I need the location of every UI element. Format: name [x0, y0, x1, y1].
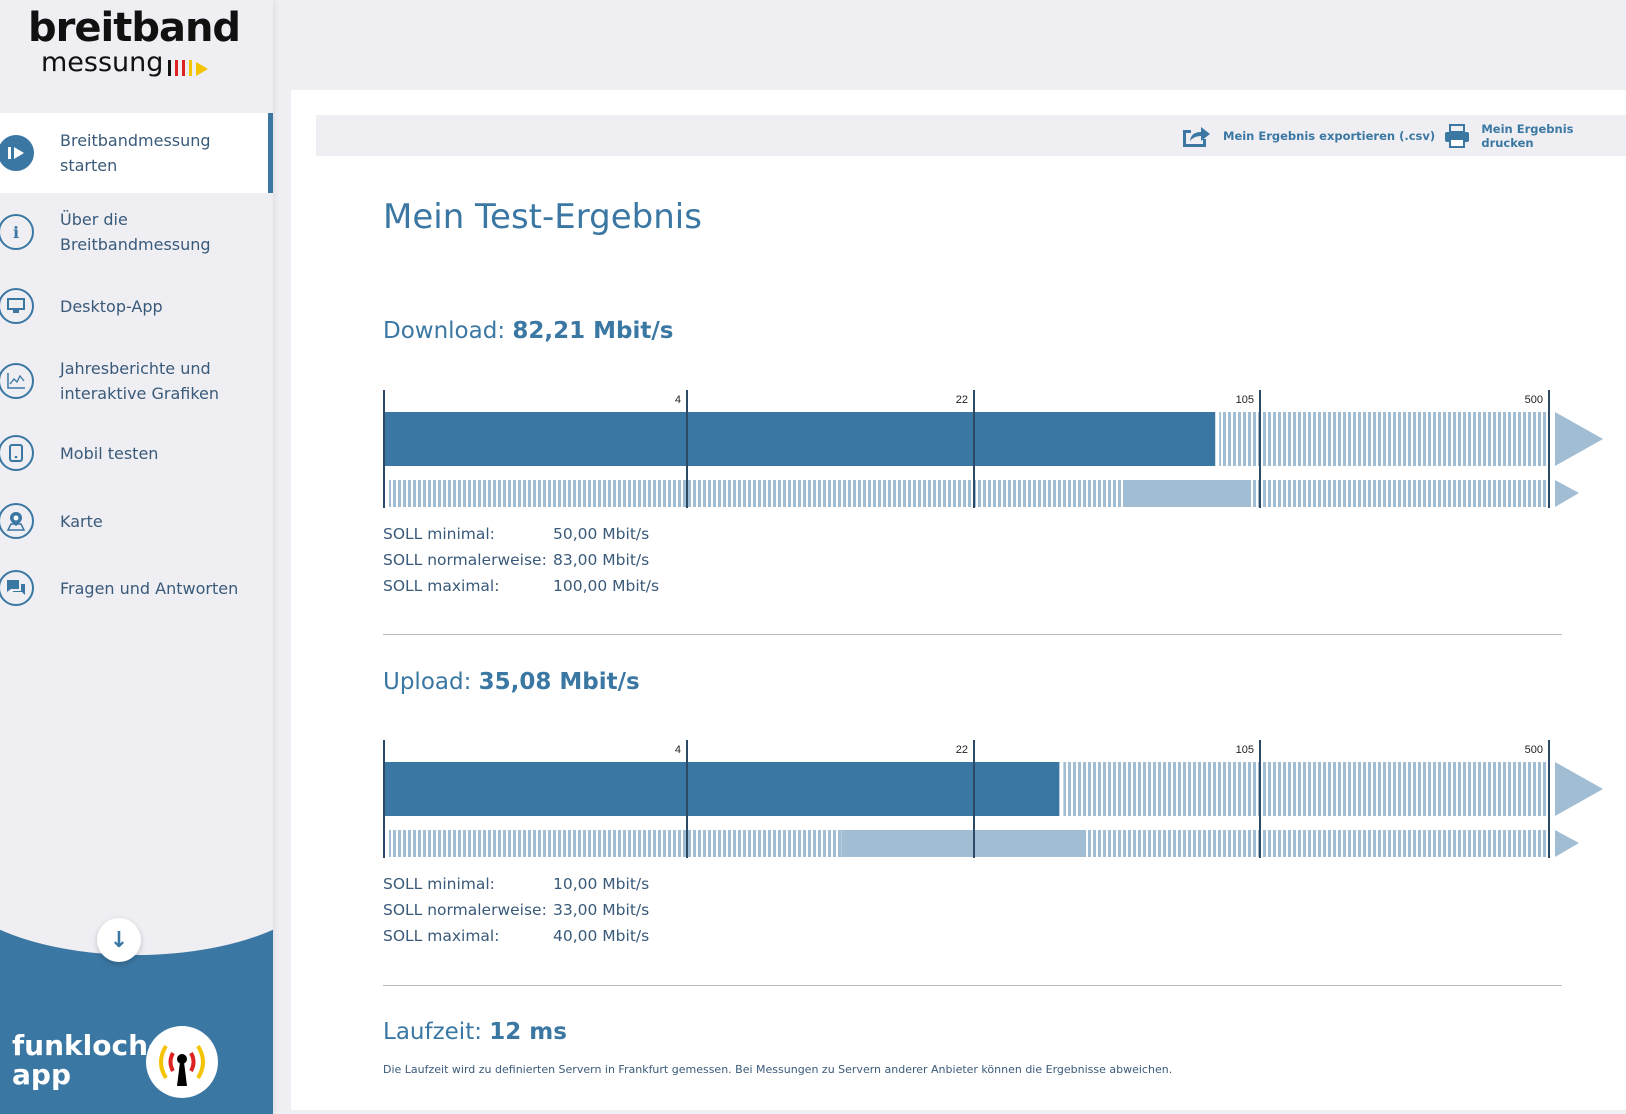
logo-text-line1: breitband [28, 5, 241, 51]
export-csv-button[interactable]: Mein Ergebnis exportieren (.csv) [1181, 115, 1435, 156]
sidebar-item-label: Über die Breitbandmessung [60, 210, 211, 254]
soll-normal-value: 33,00 Mbit/s [553, 901, 650, 919]
upload-soll-table: SOLL minimal: 10,00 Mbit/s SOLL normalerw… [383, 871, 649, 949]
sidebar-item-start[interactable]: Breitbandmessung starten [0, 113, 273, 193]
sidebar-item-about[interactable]: i Über die Breitbandmessung [0, 195, 273, 269]
divider [383, 634, 1562, 635]
measured-value-bar [383, 762, 1060, 816]
play-icon [0, 135, 34, 171]
tick-line [1548, 740, 1550, 858]
soll-max-label: SOLL maximal: [383, 577, 500, 595]
soll-range-bar [841, 830, 1084, 857]
sidebar-item-label: Breitbandmessung starten [60, 131, 211, 175]
share-export-icon [1183, 126, 1210, 147]
soll-normal-value: 83,00 Mbit/s [553, 551, 650, 569]
soll-min-value: 10,00 Mbit/s [553, 875, 650, 893]
print-button[interactable]: Mein Ergebnis drucken [1444, 115, 1626, 156]
sidebar-item-label: Mobil testen [60, 443, 159, 463]
download-soll-table: SOLL minimal: 50,00 Mbit/s SOLL normalerw… [383, 521, 659, 599]
chart-icon [0, 363, 34, 399]
latency-value: 12 ms [489, 1019, 567, 1045]
sidebar-item-label: Jahresberichte und interaktive Grafiken [60, 359, 220, 403]
tick-label: 22 [956, 394, 968, 406]
scale-arrow-small [1555, 830, 1579, 857]
tick-label: 500 [1525, 394, 1543, 406]
tick-line [973, 740, 975, 858]
soll-max-label: SOLL maximal: [383, 927, 500, 945]
page-title: Mein Test-Ergebnis [383, 197, 702, 237]
scale-arrow-large [1555, 412, 1603, 466]
phone-icon [0, 435, 34, 471]
soll-range-bar [1124, 480, 1252, 507]
tick-label: 4 [675, 394, 681, 406]
result-card [291, 90, 1626, 1110]
scale-remaining-stripes [1063, 762, 1549, 816]
arrow-down-icon: ↓ [109, 927, 129, 953]
sidebar-item-faq[interactable]: Fragen und Antworten [0, 568, 273, 608]
tick-line [1548, 390, 1550, 508]
scale-arrow-small [1555, 480, 1579, 507]
result-toolbar: Mein Ergebnis exportieren (.csv) Mein Er… [316, 115, 1626, 156]
tick-line [1259, 390, 1261, 508]
soll-min-value: 50,00 Mbit/s [553, 525, 650, 543]
soll-max-value: 40,00 Mbit/s [553, 927, 650, 945]
map-pin-icon [0, 503, 34, 539]
soll-normal-label: SOLL normalerweise: [383, 551, 547, 569]
tick-line [973, 390, 975, 508]
latency-heading: Laufzeit: 12 ms [383, 1019, 567, 1045]
sidebar-item-label: Fragen und Antworten [60, 578, 239, 598]
soll-max-value: 100,00 Mbit/s [553, 577, 660, 595]
download-heading: Download: 82,21 Mbit/s [383, 318, 673, 344]
sidebar-item-reports[interactable]: Jahresberichte und interaktive Grafiken [0, 355, 273, 407]
upload-chart: 4 22 105 500 [383, 740, 1603, 858]
soll-band-stripes [389, 480, 1549, 507]
tick-label: 105 [1236, 744, 1254, 756]
soll-normal-label: SOLL normalerweise: [383, 901, 547, 919]
download-chart: 4 22 105 500 [383, 390, 1603, 508]
tick-line [686, 740, 688, 858]
printer-icon [1445, 123, 1469, 148]
funkloch-text-line1: funkloch- [12, 1029, 160, 1062]
tick-line [1259, 740, 1261, 858]
latency-label: Laufzeit: [383, 1019, 482, 1045]
latency-note: Die Laufzeit wird zu definierten Servern… [383, 1063, 1173, 1076]
funkloch-app-promo: ↓ funkloch-app [0, 775, 273, 1114]
monitor-icon [0, 288, 34, 324]
scale-remaining-stripes [1219, 412, 1549, 466]
upload-label: Upload: [383, 669, 472, 695]
sidebar-item-desktop-app[interactable]: Desktop-App [0, 286, 273, 326]
soll-min-label: SOLL minimal: [383, 525, 495, 543]
upload-heading: Upload: 35,08 Mbit/s [383, 669, 640, 695]
scale-arrow-large [1555, 762, 1603, 816]
funkloch-app-link[interactable]: funkloch-app [12, 1031, 160, 1089]
axis-start-line [383, 390, 385, 508]
tick-line [686, 390, 688, 508]
logo-text-line2: messung [41, 47, 164, 78]
sidebar-item-label: Desktop-App [60, 296, 163, 316]
breitbandmessung-logo[interactable]: breitband messung [28, 5, 241, 78]
tick-label: 500 [1525, 744, 1543, 756]
soll-min-label: SOLL minimal: [383, 875, 495, 893]
upload-value: 35,08 Mbit/s [478, 669, 640, 695]
sidebar-item-map[interactable]: Karte [0, 501, 273, 541]
measured-value-bar [383, 412, 1216, 466]
sidebar-item-label: Karte [60, 511, 103, 531]
axis-start-line [383, 740, 385, 858]
funkloch-text-line2: app [12, 1058, 71, 1091]
export-label: Mein Ergebnis exportieren (.csv) [1223, 128, 1436, 143]
print-label: Mein Ergebnis drucken [1481, 121, 1574, 150]
download-label: Download: [383, 318, 506, 344]
sidebar: breitband messung Breitbandmessung start… [0, 0, 273, 1114]
info-icon: i [0, 214, 34, 250]
logo-flag-bars-icon [168, 54, 209, 76]
chat-icon [0, 570, 34, 606]
scroll-down-button[interactable]: ↓ [97, 918, 141, 962]
download-value: 82,21 Mbit/s [512, 318, 674, 344]
divider [383, 985, 1562, 986]
sidebar-item-mobile[interactable]: Mobil testen [0, 433, 273, 473]
tick-label: 22 [956, 744, 968, 756]
funkloch-antenna-icon[interactable] [146, 1026, 218, 1098]
tick-label: 105 [1236, 394, 1254, 406]
tick-label: 4 [675, 744, 681, 756]
